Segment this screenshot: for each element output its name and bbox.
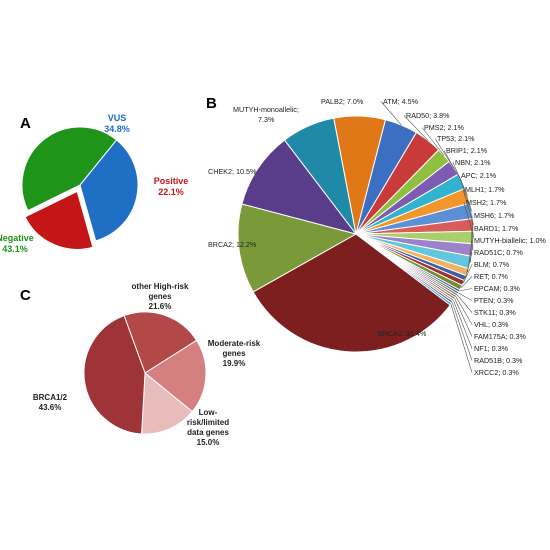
slice-label-mutyh-monoallelic-7-3: MUTYH-monoallelic;	[233, 105, 299, 114]
slice-label-mutyh-monoallelic-7-3-value: 7.3%	[258, 115, 275, 124]
slice-label-vus: VUS	[108, 113, 127, 123]
leader-line-rad51c-0-7	[465, 252, 473, 279]
slice-label-negative: Negative	[0, 233, 34, 243]
leader-line-tp53-2-1	[434, 138, 454, 169]
slice-label-low-line-1: risk/limited	[187, 418, 229, 427]
slice-label-brca1-2-line-1: 43.6%	[39, 403, 62, 412]
pie-c-slice-other-high-risk	[123, 311, 198, 374]
slice-label-brca1-31-4: BRCA1; 31.4%	[378, 329, 427, 338]
slice-label-msh6-1-7: MSH6; 1.7%	[474, 211, 515, 220]
pie-c-slice-low	[141, 371, 193, 435]
slice-value-vus: 34.8%	[104, 124, 130, 134]
pie-a-slice-negative	[21, 126, 118, 212]
pie-c-slice-brca1-2	[83, 315, 146, 435]
leader-line-epcam-0-3	[459, 288, 473, 292]
slice-label-stk11-0-3: STK11; 0.3%	[474, 308, 516, 317]
slice-label-pms2-2-1: PMS2; 2.1%	[424, 123, 465, 132]
slice-label-moderate-risk-line-0: Moderate-risk	[208, 339, 261, 348]
pie-chart-b: BRCA1; 31.4% BRCA2; 12.2% CHEK2; 10.5% MUTY…	[208, 97, 547, 377]
slice-label-low-line-0: Low-	[199, 408, 218, 417]
slice-label-other-high-risk-line-2: 21.6%	[149, 302, 172, 311]
slice-label-msh2-1-7: MSH2; 1.7%	[466, 198, 507, 207]
pie-c-slice-moderate-risk	[144, 339, 207, 413]
leader-line-vhl-0-3	[455, 296, 473, 325]
slice-label-moderate-risk-line-2: 19.9%	[223, 359, 246, 368]
slice-label-mutyh-biallelic-1-0: MUTYH-biallelic; 1.0%	[474, 236, 547, 245]
leader-line-ret-0-7	[460, 276, 473, 288]
leader-line-atm-4-5	[380, 101, 402, 126]
slice-label-low-line-2: data genes	[187, 428, 229, 437]
leader-line-xrcc2-0-3	[450, 304, 473, 373]
leader-line-pms2-2-1	[421, 127, 445, 156]
slice-label-blm-0-7: BLM; 0.7%	[474, 260, 510, 269]
slice-label-palb2-7-0: PALB2; 7.0%	[321, 97, 364, 106]
slice-label-low-line-3: 15.0%	[197, 438, 220, 447]
leader-line-nf1-0-3	[453, 300, 473, 349]
slice-label-atm-4-5: ATM; 4.5%	[383, 97, 419, 106]
leader-line-stk11-0-3	[456, 294, 473, 313]
slice-label-other-high-risk-line-1: genes	[148, 292, 172, 301]
pie-a-slice-vus	[79, 139, 139, 242]
leader-line-rad50-3-8	[403, 115, 429, 141]
leader-line-apc-2-1	[458, 175, 472, 212]
slice-label-tp53-2-1: TP53; 2.1%	[437, 134, 475, 143]
pie-a-slice-positive	[24, 190, 94, 250]
slice-value-positive: 22.1%	[158, 187, 184, 197]
slice-value-negative: 43.1%	[2, 244, 28, 254]
slice-label-xrcc2-0-3: XRCC2; 0.3%	[474, 368, 519, 377]
slice-label-rad51c-0-7: RAD51C; 0.7%	[474, 248, 523, 257]
slice-label-other-high-risk-line-0: other High-risk	[132, 282, 189, 291]
leader-line-brip1-2-1	[443, 150, 462, 182]
leader-line-msh6-1-7	[471, 215, 474, 251]
leader-line-rad51b-0-3	[451, 302, 473, 361]
panel-letter-c: C	[20, 287, 31, 304]
pie-chart-a: VUS 34.8% Positive 22.1% Negative 43.1%	[0, 113, 188, 254]
pie-b-slice-chek2-10-5	[241, 139, 358, 235]
slice-label-fam175a-0-3: FAM175A; 0.3%	[474, 332, 527, 341]
leader-line-pten-0-3	[458, 292, 473, 301]
leader-line-blm-0-7	[463, 264, 473, 284]
panel-letter-a: A	[20, 115, 31, 132]
pie-b-slice-brca2-12-2	[237, 203, 358, 293]
leader-line-fam175a-0-3	[454, 298, 473, 337]
slice-label-rad51b-0-3: RAD51B; 0.3%	[474, 356, 523, 365]
slice-label-moderate-risk-line-1: genes	[222, 349, 246, 358]
slice-label-rad50-3-8: RAD50; 3.8%	[406, 111, 450, 120]
slice-label-nf1-0-3: NF1; 0.3%	[474, 344, 509, 353]
pie-chart-c: other High-riskgenes21.6%Moderate-riskge…	[33, 282, 261, 447]
slice-label-epcam-0-3: EPCAM; 0.3%	[474, 284, 521, 293]
slice-label-vhl-0-3: VHL; 0.3%	[474, 320, 509, 329]
slice-label-nbn-2-1: NBN; 2.1%	[455, 158, 491, 167]
pie-b-slice-brca1-31-4	[252, 233, 451, 353]
slice-label-bard1-1-7: BARD1; 1.7%	[474, 224, 519, 233]
slice-label-brca2-12-2: BRCA2; 12.2%	[208, 240, 257, 249]
slice-label-chek2-10-5: CHEK2; 10.5%	[208, 167, 257, 176]
slice-label-brip1-2-1: BRIP1; 2.1%	[446, 146, 488, 155]
slice-label-mlh1-1-7: MLH1; 1.7%	[465, 185, 505, 194]
slice-label-pten-0-3: PTEN; 0.3%	[474, 296, 514, 305]
slice-label-positive: Positive	[154, 176, 189, 186]
slice-label-ret-0-7: RET; 0.7%	[474, 272, 509, 281]
slice-label-brca1-2-line-0: BRCA1/2	[33, 393, 68, 402]
panel-letter-b: B	[206, 95, 217, 112]
slice-label-apc-2-1: APC; 2.1%	[461, 171, 497, 180]
